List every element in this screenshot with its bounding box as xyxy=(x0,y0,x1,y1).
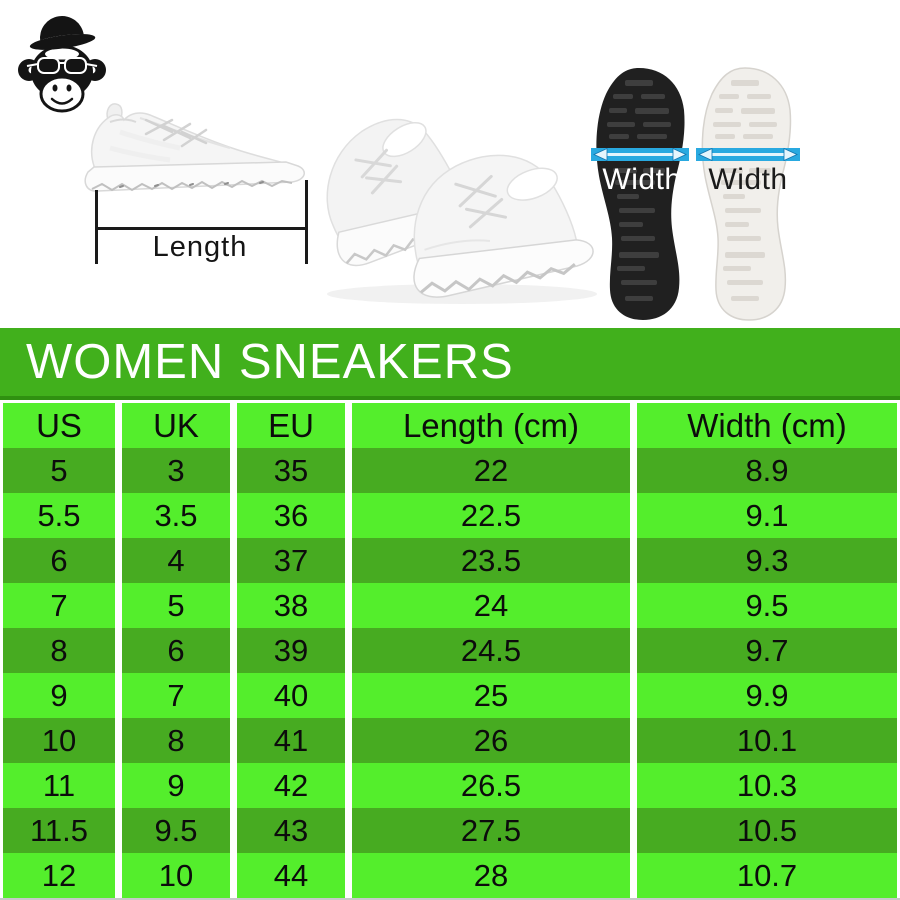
table-cell: 9.3 xyxy=(637,538,897,583)
table-cell: 28 xyxy=(352,853,630,898)
table-row: 8 6 39 24.5 9.7 xyxy=(0,628,900,673)
table-cell: 8 xyxy=(3,628,115,673)
table-row: 11 9 42 26.5 10.3 xyxy=(0,763,900,808)
table-cell: 24 xyxy=(352,583,630,628)
table-header-row: US UK EU Length (cm) Width (cm) xyxy=(0,403,900,448)
column-header-width: Width (cm) xyxy=(637,403,897,448)
length-bracket-bar xyxy=(95,227,308,230)
table-cell: 10.3 xyxy=(637,763,897,808)
table-cell: 3 xyxy=(122,448,230,493)
table-row: 10 8 41 26 10.1 xyxy=(0,718,900,763)
width-arrow-band-white-sole xyxy=(696,147,800,162)
table-cell: 35 xyxy=(237,448,345,493)
table-cell: 9 xyxy=(122,763,230,808)
column-header-eu: EU xyxy=(237,403,345,448)
sunglasses-icon xyxy=(26,57,98,74)
table-cell: 24.5 xyxy=(352,628,630,673)
bottom-divider xyxy=(0,898,900,900)
sneaker-pair-photo xyxy=(326,118,597,304)
table-cell: 39 xyxy=(237,628,345,673)
front-sneaker xyxy=(413,154,594,298)
table-cell: 5 xyxy=(3,448,115,493)
table-cell: 43 xyxy=(237,808,345,853)
table-cell: 11.5 xyxy=(3,808,115,853)
table-cell: 9.7 xyxy=(637,628,897,673)
column-header-uk: UK xyxy=(122,403,230,448)
table-row: 5 3 35 22 8.9 xyxy=(0,448,900,493)
table-cell: 9.9 xyxy=(637,673,897,718)
table-cell: 9 xyxy=(3,673,115,718)
width-label-white-sole: Width xyxy=(708,163,788,196)
sole-photos xyxy=(591,67,800,321)
table-row: 6 4 37 23.5 9.3 xyxy=(0,538,900,583)
table-cell: 9.1 xyxy=(637,493,897,538)
table-cell: 38 xyxy=(237,583,345,628)
shoe-laces xyxy=(144,118,208,148)
table-cell: 41 xyxy=(237,718,345,763)
table-cell: 6 xyxy=(3,538,115,583)
table-cell: 7 xyxy=(122,673,230,718)
table-cell: 10 xyxy=(3,718,115,763)
table-cell: 8 xyxy=(122,718,230,763)
table-cell: 10.1 xyxy=(637,718,897,763)
table-cell: 9.5 xyxy=(122,808,230,853)
table-cell: 25 xyxy=(352,673,630,718)
table-cell: 42 xyxy=(237,763,345,808)
table-cell: 4 xyxy=(122,538,230,583)
length-bracket-right-line xyxy=(305,180,308,264)
shoe-tread xyxy=(91,179,293,192)
table-cell: 5 xyxy=(122,583,230,628)
table-cell: 7 xyxy=(3,583,115,628)
table-title: WOMEN SNEAKERS xyxy=(26,335,514,389)
table-cell: 23.5 xyxy=(352,538,630,583)
table-row: 11.5 9.5 43 27.5 10.5 xyxy=(0,808,900,853)
table-row: 9 7 40 25 9.9 xyxy=(0,673,900,718)
table-cell: 26 xyxy=(352,718,630,763)
length-label: Length xyxy=(152,231,248,263)
table-title-band: WOMEN SNEAKERS xyxy=(0,328,900,400)
table-cell: 44 xyxy=(237,853,345,898)
table-row: 12 10 44 28 10.7 xyxy=(0,853,900,898)
table-cell: 27.5 xyxy=(352,808,630,853)
monkey-muzzle xyxy=(39,75,85,113)
table-cell: 12 xyxy=(3,853,115,898)
table-row: 7 5 38 24 9.5 xyxy=(0,583,900,628)
table-cell: 10 xyxy=(122,853,230,898)
table-cell: 5.5 xyxy=(3,493,115,538)
width-arrow-band-black-sole xyxy=(591,147,689,162)
table-cell: 11 xyxy=(3,763,115,808)
table-cell: 36 xyxy=(237,493,345,538)
column-header-length: Length (cm) xyxy=(352,403,630,448)
table-cell: 10.7 xyxy=(637,853,897,898)
table-cell: 37 xyxy=(237,538,345,583)
table-row: 5.5 3.5 36 22.5 9.1 xyxy=(0,493,900,538)
size-table: US UK EU Length (cm) Width (cm) 5 3 35 22 8.… xyxy=(0,403,900,898)
table-body: 5 3 35 22 8.9 5.5 3.5 36 22.5 9.1 6 4 37 23.5 9.3 7 5 38 2… xyxy=(0,448,900,898)
table-cell: 6 xyxy=(122,628,230,673)
table-cell: 22 xyxy=(352,448,630,493)
width-label-black-sole: Width xyxy=(602,163,682,196)
table-cell: 8.9 xyxy=(637,448,897,493)
table-cell: 22.5 xyxy=(352,493,630,538)
bowler-hat-icon xyxy=(29,16,96,50)
sneaker-side-photo xyxy=(84,103,305,192)
table-cell: 40 xyxy=(237,673,345,718)
column-header-us: US xyxy=(3,403,115,448)
table-cell: 10.5 xyxy=(637,808,897,853)
table-cell: 9.5 xyxy=(637,583,897,628)
table-cell: 3.5 xyxy=(122,493,230,538)
monkey-logo xyxy=(18,16,106,113)
table-cell: 26.5 xyxy=(352,763,630,808)
